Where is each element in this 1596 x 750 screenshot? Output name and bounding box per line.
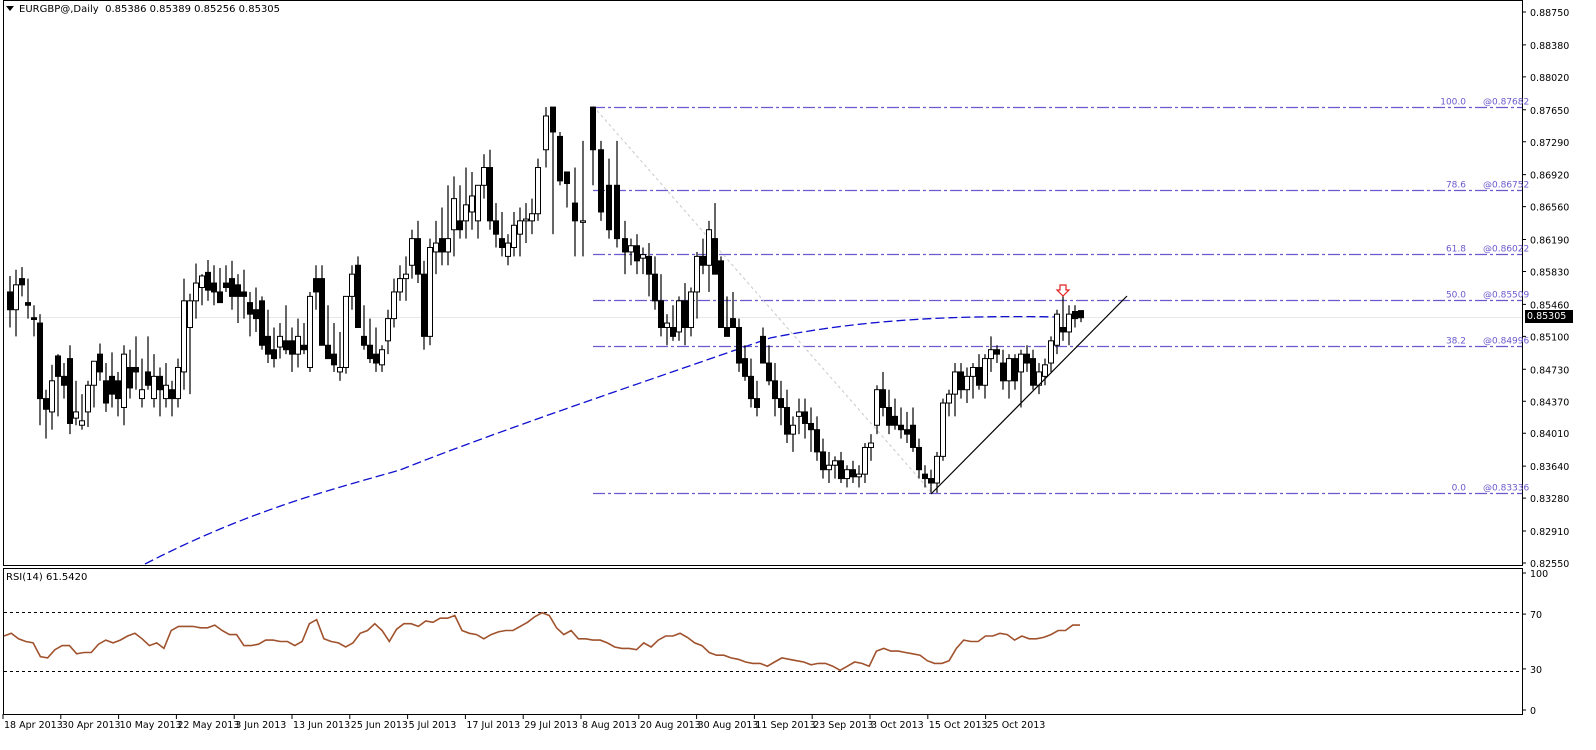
fib-level-label: 100.0: [1440, 98, 1466, 108]
fib-level-label: 78.6: [1446, 181, 1466, 191]
chart-title: EURGBP@,Daily 0.85386 0.85389 0.85256 0.…: [6, 4, 280, 15]
ascending-trendline[interactable]: [930, 295, 1128, 495]
price-axis: 0.88750 0.88380 0.88020 0.87650 0.87290 0.869…: [1522, 8, 1569, 570]
svg-text:29 Jul 2013: 29 Jul 2013: [524, 720, 578, 731]
svg-text:0.87650: 0.87650: [1530, 106, 1569, 117]
triangle-down-icon[interactable]: [6, 6, 14, 11]
rsi-label: RSI(14) 61.5420: [6, 572, 88, 583]
svg-text:3 Oct 2013: 3 Oct 2013: [871, 720, 924, 731]
svg-text:0.84010: 0.84010: [1530, 429, 1569, 440]
fib-anchor-diagonal: [592, 105, 933, 494]
fib-level-label: 50.0: [1446, 291, 1466, 301]
rsi-axis: 100 70 30 0: [1522, 569, 1548, 717]
svg-text:0.88380: 0.88380: [1530, 41, 1569, 52]
fib-price-label: @0.86752: [1483, 181, 1529, 191]
svg-text:0.88020: 0.88020: [1530, 73, 1569, 84]
svg-text:0.85100: 0.85100: [1530, 332, 1569, 343]
fib-price-label: @0.87682: [1483, 98, 1529, 108]
svg-text:0.86920: 0.86920: [1530, 171, 1569, 182]
fib-price-label: @0.83336: [1483, 484, 1529, 494]
svg-text:0.86560: 0.86560: [1530, 203, 1569, 214]
symbol-label: EURGBP@,Daily: [19, 4, 99, 15]
svg-text:0.82910: 0.82910: [1530, 527, 1569, 538]
candlestick-series: [7, 106, 1084, 493]
svg-text:22 May 2013: 22 May 2013: [177, 720, 239, 731]
fib-level-label: 0.0: [1452, 484, 1467, 494]
svg-text:0.84730: 0.84730: [1530, 365, 1569, 376]
svg-text:0.84370: 0.84370: [1530, 397, 1569, 408]
svg-text:0.87290: 0.87290: [1530, 138, 1569, 149]
svg-text:0.88750: 0.88750: [1530, 8, 1569, 19]
svg-text:25 Oct 2013: 25 Oct 2013: [987, 720, 1046, 731]
svg-text:13 Jun 2013: 13 Jun 2013: [293, 720, 350, 731]
svg-text:18 Apr 2013: 18 Apr 2013: [4, 720, 63, 731]
svg-text:30 Aug 2013: 30 Aug 2013: [698, 720, 759, 731]
svg-text:15 Oct 2013: 15 Oct 2013: [929, 720, 988, 731]
svg-text:11 Sep 2013: 11 Sep 2013: [755, 720, 815, 731]
ohlc-values: 0.85386 0.85389 0.85256 0.85305: [105, 4, 281, 15]
svg-text:0.83640: 0.83640: [1530, 462, 1569, 473]
svg-text:23 Sep 2013: 23 Sep 2013: [813, 720, 873, 731]
price-panel-frame: [3, 0, 1523, 566]
svg-text:0.86190: 0.86190: [1530, 236, 1569, 247]
svg-text:100: 100: [1530, 569, 1548, 580]
svg-text:5 Jul 2013: 5 Jul 2013: [409, 720, 457, 731]
svg-text:70: 70: [1530, 610, 1542, 621]
rsi-panel-frame: [3, 568, 1523, 715]
svg-text:17 Jul 2013: 17 Jul 2013: [466, 720, 520, 731]
svg-text:10 May 2013: 10 May 2013: [120, 720, 182, 731]
svg-text:30: 30: [1530, 665, 1542, 676]
svg-text:3 Jun 2013: 3 Jun 2013: [235, 720, 286, 731]
current-price-tag: 0.85305: [1525, 310, 1573, 323]
svg-text:0.85830: 0.85830: [1530, 268, 1569, 279]
fib-price-label: @0.84996: [1483, 337, 1529, 347]
svg-text:8 Aug 2013: 8 Aug 2013: [582, 720, 637, 731]
svg-text:0.85460: 0.85460: [1530, 300, 1569, 311]
sell-arrow-icon: [1055, 284, 1071, 297]
fib-price-label: @0.85509: [1483, 291, 1529, 301]
svg-text:0.82550: 0.82550: [1530, 559, 1569, 570]
svg-text:25 Jun 2013: 25 Jun 2013: [351, 720, 408, 731]
fib-price-label: @0.86022: [1483, 245, 1529, 255]
svg-text:20 Aug 2013: 20 Aug 2013: [640, 720, 701, 731]
fib-level-label: 61.8: [1446, 245, 1466, 255]
svg-text:30 Apr 2013: 30 Apr 2013: [62, 720, 121, 731]
fib-level-label: 38.2: [1446, 337, 1466, 347]
rsi-line: [3, 611, 1080, 672]
moving-average-line: [144, 315, 1061, 565]
svg-text:0: 0: [1530, 706, 1536, 717]
svg-text:0.83280: 0.83280: [1530, 494, 1569, 505]
